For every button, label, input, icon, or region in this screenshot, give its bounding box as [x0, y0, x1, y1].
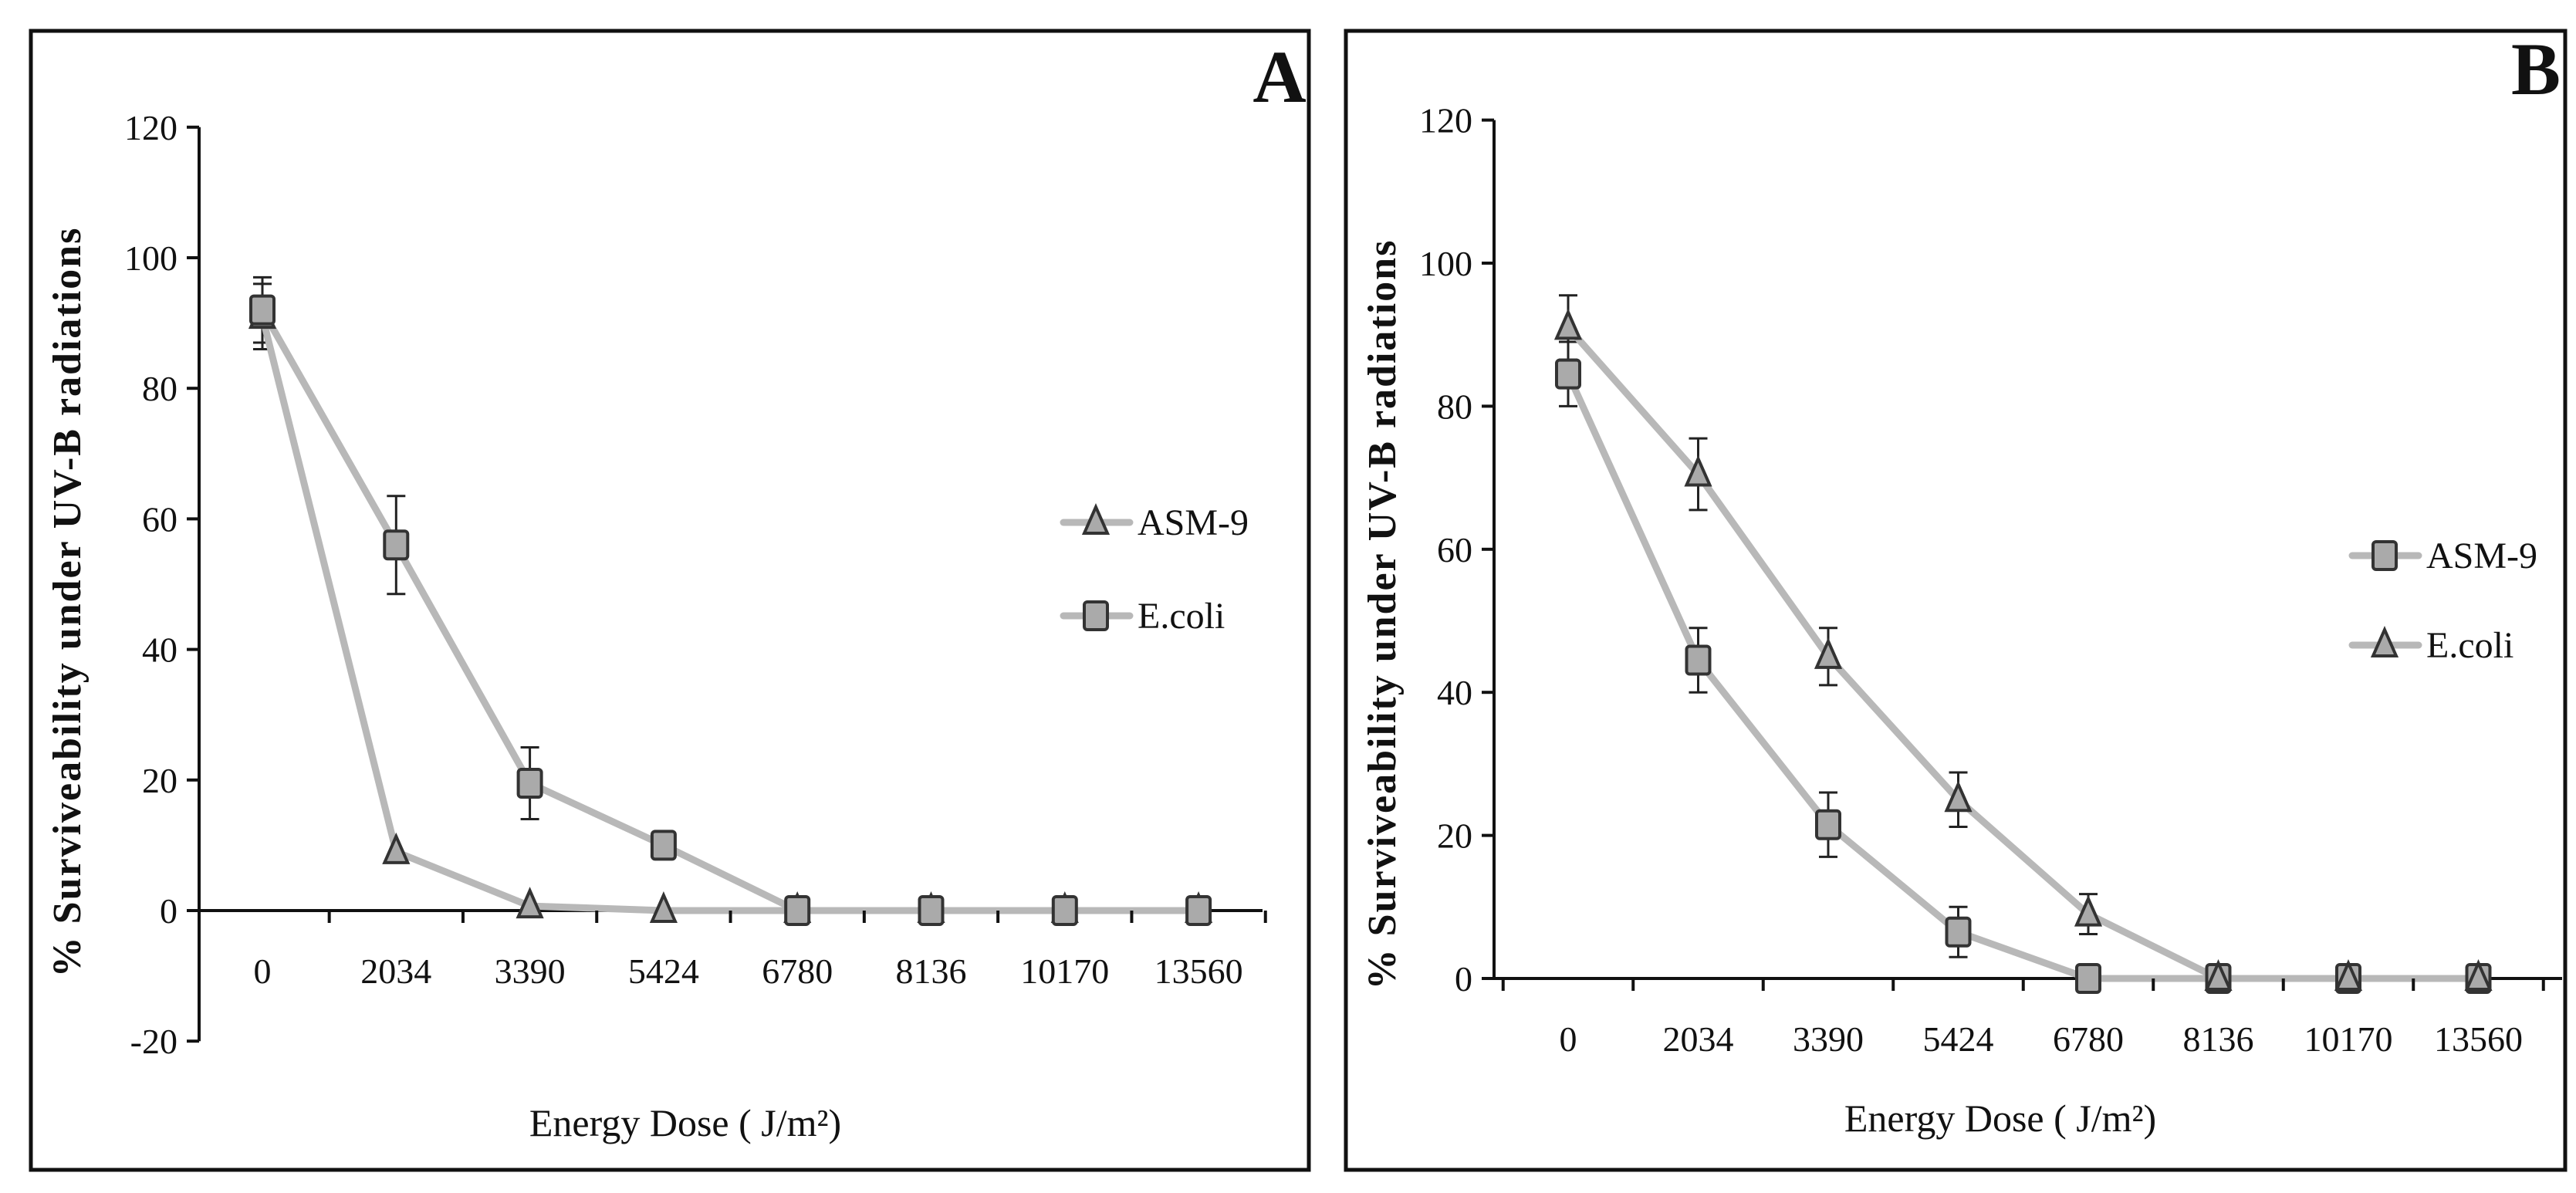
panel-b-y-tick-label: 0	[1455, 959, 1472, 999]
panel-b-data-point-asm-9	[1945, 916, 1972, 948]
panel-a-data-point-asm-9	[516, 887, 544, 919]
panel-a-data-point-e-coli	[1185, 895, 1212, 926]
panel-a-border	[29, 29, 1311, 1172]
panel-b-y-tick-label: 60	[1437, 530, 1472, 569]
panel-a-data-point-asm-9	[382, 832, 411, 864]
panel-b-data-point-e-coli	[1814, 637, 1843, 669]
panel-a-series-line-e-coli	[259, 306, 1202, 914]
panel-b: B 0 20 40 60 80 100 120 0 2034 3390 5424 6780 8136 1…	[1344, 28, 2568, 1172]
panel-b-y-tick-label: 80	[1437, 387, 1472, 426]
panel-a-data-point-e-coli	[383, 529, 410, 561]
panel-b-data-point-e-coli	[2464, 959, 2493, 991]
panel-b-x-tick-label: 3390	[1793, 1019, 1864, 1059]
panel-b-border	[1344, 29, 2568, 1172]
panel-a-legend-label-e-coli: E.coli	[1138, 596, 1225, 637]
panel-b-y-tick-label: 100	[1419, 244, 1472, 283]
panel-b-legend-marker-e-coli	[2370, 626, 2399, 657]
panel-a-data-point-asm-9	[649, 891, 678, 923]
panel-a-y-tick-label: 40	[142, 630, 177, 670]
panel-a-x-tick-label: 2034	[360, 951, 431, 991]
panel-a-data-point-e-coli	[784, 895, 811, 926]
panel-b-letter: B	[2511, 28, 2561, 110]
panel-b-y-tick-label: 120	[1419, 101, 1472, 140]
panel-a-x-tick-label: 3390	[495, 951, 566, 991]
panel-b-data-point-e-coli	[2334, 959, 2363, 991]
panel-b-legend-label-e-coli: E.coli	[2426, 625, 2513, 666]
panel-a-legend-marker-e-coli	[1083, 600, 1109, 631]
panel-b-x-tick-label: 10170	[2304, 1019, 2393, 1059]
panel-b-x-axis-title: Energy Dose ( J/m²)	[1844, 1097, 2156, 1140]
panel-b-legend-label-asm-9: ASM-9	[2426, 536, 2537, 576]
panel-b-y-tick-label: 20	[1437, 816, 1472, 856]
panel-a-data-point-e-coli	[249, 294, 276, 326]
panel-b-x-tick-label: 13560	[2434, 1019, 2523, 1059]
panel-a-y-tick-label: 60	[142, 499, 177, 539]
panel-b-x-tick-label: 8136	[2183, 1019, 2254, 1059]
panel-b-legend-marker-asm-9	[2371, 540, 2398, 571]
panel-a-y-tick-label: 20	[142, 761, 177, 800]
panel-b-data-point-asm-9	[1555, 358, 1581, 390]
panel-b-data-point-e-coli	[1684, 455, 1712, 487]
panel-b-data-point-e-coli	[2204, 959, 2233, 991]
panel-a-y-tick-label: 120	[124, 108, 177, 147]
panel-b-y-tick-label: 40	[1437, 673, 1472, 712]
panel-a-x-tick-label: 10170	[1020, 951, 1109, 991]
panel-a-data-point-e-coli	[516, 768, 543, 799]
panel-b-data-point-e-coli	[1944, 780, 1973, 813]
panel-b-data-point-e-coli	[1553, 308, 1583, 340]
panel-a-data-point-e-coli	[650, 830, 677, 861]
panel-b-series-line-e-coli	[1564, 323, 2482, 982]
panel-a-y-axis-title: % Surviveability under UV-B radiations	[46, 227, 90, 978]
panel-a-x-tick-label: 0	[254, 951, 272, 991]
panel-a-legend-label-asm-9: ASM-9	[1138, 502, 1249, 543]
panel-a-x-tick-label: 5424	[628, 951, 699, 991]
panel-b-data-point-asm-9	[1685, 644, 1712, 676]
panel-b-x-tick-label: 0	[1560, 1019, 1577, 1059]
panel-a-legend-marker-asm-9	[1081, 503, 1111, 535]
panel-a-y-tick-label: -20	[130, 1022, 177, 1061]
panel-a: A -20 0 20 40 60 80 100 120 0 2034 3390 5424 6780 81…	[29, 29, 1311, 1172]
panel-b-x-tick-label: 6780	[2053, 1019, 2124, 1059]
panel-b-data-point-asm-9	[2075, 963, 2101, 994]
panel-a-x-tick-label: 8136	[896, 951, 967, 991]
panel-a-letter: A	[1253, 35, 1306, 118]
panel-b-x-tick-label: 5424	[1923, 1019, 1994, 1059]
panel-a-y-tick-label: 100	[124, 238, 177, 278]
panel-a-y-tick-label: 80	[142, 369, 177, 408]
panel-a-data-point-e-coli	[1051, 895, 1078, 926]
panel-b-x-tick-label: 2034	[1663, 1019, 1734, 1059]
panel-a-y-tick-label: 0	[160, 891, 177, 931]
panel-a-x-tick-label: 13560	[1154, 951, 1243, 991]
panel-a-x-tick-label: 6780	[762, 951, 833, 991]
panel-b-y-axis-title: % Surviveability under UV-B radiations	[1361, 239, 1405, 990]
panel-b-data-point-e-coli	[2074, 894, 2103, 927]
panel-b-data-point-asm-9	[1815, 809, 1841, 840]
panel-a-data-point-e-coli	[918, 895, 945, 926]
panel-a-x-axis-title: Energy Dose ( J/m²)	[529, 1101, 841, 1144]
